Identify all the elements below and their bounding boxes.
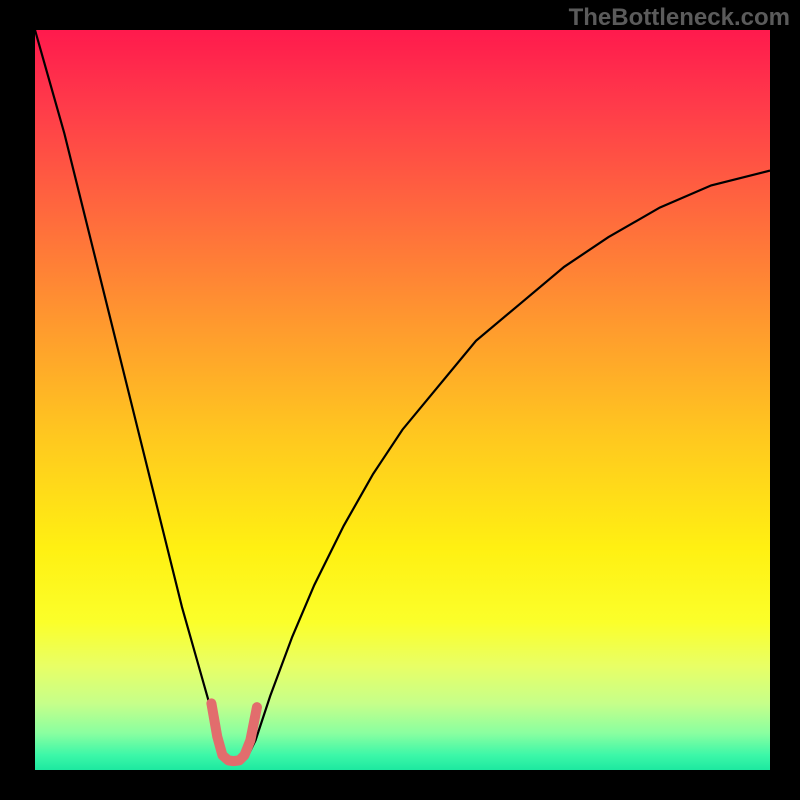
plot-area: [35, 30, 770, 770]
bottleneck-curves: [35, 30, 770, 770]
curve-left: [35, 30, 222, 755]
valley-marker: [211, 703, 257, 761]
watermark-text: TheBottleneck.com: [569, 4, 790, 32]
curve-right: [248, 171, 770, 756]
chart-container: TheBottleneck.com: [0, 0, 800, 800]
